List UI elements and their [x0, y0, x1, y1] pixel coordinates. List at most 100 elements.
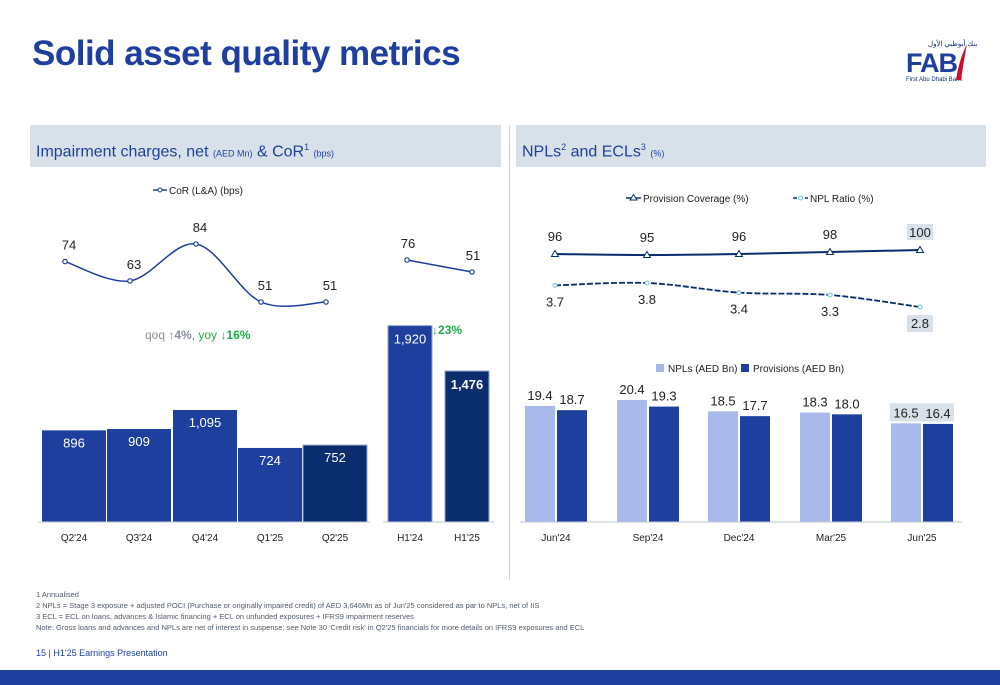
left-panel-unit: (AED Mn) — [212, 148, 253, 159]
coverage-value-label: 100 — [909, 225, 931, 240]
x-tick-label: Sep'24 — [633, 533, 664, 544]
x-tick-label: Q2'25 — [322, 533, 349, 544]
npls-bar — [800, 412, 830, 522]
npl-ratio-value-label: 2.8 — [911, 316, 929, 331]
right-panel-sup-a: 2 — [561, 142, 567, 152]
impairment-bar-label: 752 — [324, 450, 346, 465]
latest-label-highlight — [890, 403, 954, 422]
coverage-value-label: 95 — [640, 230, 654, 245]
logo-arabic-text: بنك أبوظبي الأول — [928, 41, 978, 48]
npl-ratio-legend-label: NPL Ratio (%) — [810, 194, 874, 205]
provisions-bar — [923, 423, 953, 522]
half-impairment-bar-label: 1,920 — [394, 332, 427, 347]
half-yoy-value: 23% — [438, 323, 462, 337]
provisions-value-label: 19.3 — [651, 389, 676, 404]
left-panel-unit2: (bps) — [313, 148, 335, 159]
right-panel-unit: (%) — [650, 148, 665, 159]
coverage-point — [825, 247, 835, 255]
cor-value-label: 74 — [62, 238, 76, 253]
x-tick-label: H1'24 — [397, 533, 423, 544]
qoq-label: qoq — [145, 328, 165, 342]
yoy-value: 16% — [226, 328, 250, 342]
provisions-legend-swatch — [741, 364, 749, 372]
triangle-legend-icon — [629, 193, 638, 201]
half-cor-line — [406, 259, 473, 273]
npls-bar — [708, 411, 738, 522]
coverage-point — [550, 249, 560, 257]
footnotes: 1 Annualised 2 NPLs = Stage 3 exposure +… — [36, 589, 584, 633]
npls-legend-label: NPLs (AED Bn) — [668, 364, 737, 375]
cor-value-label: 84 — [193, 220, 207, 235]
provisions-value-label: 18.0 — [834, 396, 859, 411]
coverage-point — [642, 250, 652, 258]
cor-point — [193, 241, 199, 247]
half-impairment-bar-label: 1,476 — [451, 377, 484, 392]
npls-bar — [525, 405, 555, 522]
npl-ratio-value-label: 3.3 — [821, 304, 839, 319]
npls-legend-swatch — [656, 364, 664, 372]
left-panel-sup: 1 — [304, 142, 310, 152]
footnote-note: Note: Gross loans and advances and NPLs … — [36, 623, 585, 632]
footnote-3: 3 ECL = ECL on loans, advances & Islamic… — [36, 612, 414, 621]
cor-legend: CoR (L&A) (bps) — [153, 186, 243, 197]
coverage-value-label: 96 — [732, 229, 746, 244]
impairment-bar — [42, 430, 106, 522]
up-arrow-icon: ↑ — [168, 328, 174, 342]
npl-ratio-point — [736, 290, 742, 296]
left-panel-title-cor: & CoR — [256, 143, 305, 161]
yoy-label: , yoy — [192, 328, 217, 342]
impairment-bar-label: 1,095 — [189, 415, 222, 430]
npl-ratio-point — [644, 280, 650, 286]
npl-ratio-value-label: 3.8 — [638, 292, 656, 307]
down-arrow-icon: ↓ — [220, 328, 226, 342]
logo-text: FAB — [906, 48, 958, 78]
half-cor-point — [469, 269, 475, 275]
provisions-bar — [740, 416, 770, 522]
x-tick-label: Mar'25 — [816, 533, 847, 544]
footnote-2: 2 NPLs = Stage 3 exposure + adjusted POC… — [36, 601, 540, 610]
x-tick-label: Q4'24 — [192, 533, 219, 544]
half-impairment-bar — [444, 370, 490, 523]
cor-point — [323, 299, 329, 305]
coverage-legend-label: Provision Coverage (%) — [643, 194, 749, 205]
chart-marks: 896 Q2'24 909 Q3'24 1,095 Q4'24 724 Q1'25 752 Q2'… — [38, 193, 962, 544]
half-cor-point — [404, 257, 410, 263]
x-tick-label: Q2'24 — [61, 533, 88, 544]
npl-ratio-value-label: 3.7 — [546, 294, 564, 309]
provisions-value-label: 17.7 — [742, 398, 767, 413]
bottom-bar — [0, 670, 1000, 685]
impairment-bar-label: 909 — [128, 434, 150, 449]
impairment-bar — [238, 447, 302, 522]
down-arrow-icon: ↓ — [432, 323, 438, 337]
npls-value-label: 18.3 — [802, 395, 827, 410]
cor-point — [62, 258, 68, 265]
provisions-legend-label: Provisions (AED Bn) — [753, 364, 844, 375]
npl-ratio-value-label: 3.4 — [730, 302, 748, 317]
npls-bar — [891, 423, 921, 522]
npls-value-label: 19.4 — [527, 388, 552, 403]
provisions-bar — [557, 410, 587, 522]
impairment-bar-label: 724 — [259, 453, 281, 468]
coverage-point — [734, 249, 744, 257]
x-tick-label: Dec'24 — [724, 533, 755, 544]
cor-value-label: 63 — [127, 257, 141, 272]
coverage-label-highlight — [907, 224, 933, 240]
logo-mark-icon — [956, 44, 967, 80]
qoq-annotation: qoq ↑4%, yoy ↓16% — [145, 328, 251, 342]
right-panel-title-a: NPLs — [522, 143, 562, 161]
half-cor-value-label: 76 — [401, 236, 415, 251]
impairment-bar — [173, 410, 237, 522]
coverage-value-label: 96 — [548, 229, 562, 244]
right-panel-sup-b: 3 — [640, 142, 646, 152]
coverage-value-label: 98 — [823, 227, 837, 242]
half-impairment-bar — [387, 325, 433, 523]
x-tick-label: Jun'24 — [541, 533, 571, 544]
logo-subtitle: First Abu Dhabi Bank — [906, 77, 963, 83]
provisions-bar — [649, 406, 679, 522]
page-title: Solid asset quality metrics — [32, 34, 461, 73]
npl-ratio-legend-marker — [798, 195, 803, 201]
coverage-point — [915, 245, 925, 253]
npl-ratio-point — [827, 292, 833, 298]
npl-ratio-label-highlight — [907, 315, 933, 332]
